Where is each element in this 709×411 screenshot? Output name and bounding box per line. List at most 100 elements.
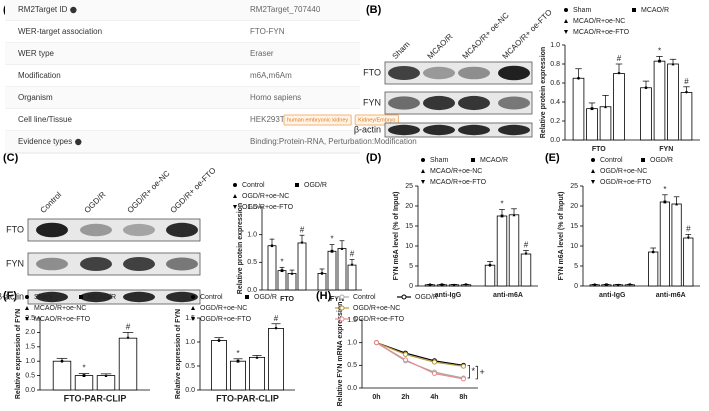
legend-marker xyxy=(564,19,568,23)
blot-band xyxy=(498,96,530,110)
panel-label: (H) xyxy=(316,290,332,302)
bar-marker xyxy=(290,272,294,275)
bar-marker xyxy=(593,283,597,287)
table-value: Eraser xyxy=(250,49,274,58)
y-tick-label: 0 xyxy=(409,283,413,290)
x-tick-label: anti-IgG xyxy=(599,292,626,299)
table-label: Organism xyxy=(18,93,53,102)
panel-label: (F) xyxy=(3,290,17,302)
table-row-bg xyxy=(5,65,360,87)
y-tick-label: 1.0 xyxy=(550,42,560,49)
legend-label: MCAO/R+oe-FTO xyxy=(430,179,487,186)
y-tick-label: 0.0 xyxy=(550,137,560,144)
tag-text: human embryonic kidney xyxy=(287,117,348,123)
significance: # xyxy=(300,225,305,234)
bar xyxy=(586,108,598,141)
significance: # xyxy=(617,54,622,63)
point xyxy=(432,359,437,365)
blot-band xyxy=(80,291,112,303)
y-tick-label: 0.0 xyxy=(185,387,195,394)
point xyxy=(403,357,408,363)
bar xyxy=(277,270,287,291)
bar xyxy=(347,264,357,291)
bar-marker xyxy=(604,105,607,109)
x-tick-label: 2h xyxy=(401,394,409,401)
legend-marker xyxy=(339,294,345,300)
x-tick-label: 4h xyxy=(430,394,438,401)
line xyxy=(376,342,464,366)
panel-label: (D) xyxy=(366,152,382,164)
significance: # xyxy=(274,314,279,323)
bar-marker xyxy=(270,244,274,248)
bar xyxy=(297,242,307,291)
bar xyxy=(613,73,625,141)
significance: + xyxy=(480,367,485,377)
bar-marker xyxy=(617,72,621,75)
significance: * xyxy=(280,257,283,266)
y-tick-label: 1.0 xyxy=(25,358,35,365)
bar xyxy=(640,87,652,141)
bar xyxy=(118,337,138,391)
tag: Kidney/Embryo xyxy=(354,114,399,126)
table-label: RM2Target ID xyxy=(18,5,68,14)
bar xyxy=(248,356,265,391)
legend-label: MCAO/R+oe-FTO xyxy=(34,316,91,323)
y-tick-label: 1.5 xyxy=(25,344,35,351)
bar-marker xyxy=(274,327,278,330)
y-tick-label: 0.4 xyxy=(550,99,560,106)
y-tick-label: 20 xyxy=(405,203,413,210)
y-tick-label: 0.0 xyxy=(247,287,257,294)
x-tick-label: FTO xyxy=(592,146,606,153)
bar-marker xyxy=(658,59,661,63)
x-tick-label: anti-m6A xyxy=(656,292,686,299)
x-tick-label: 8h xyxy=(459,394,467,401)
legend-marker xyxy=(233,205,237,209)
blot-band xyxy=(123,223,155,237)
significance: * xyxy=(236,349,239,358)
x-tick-label: anti-IgG xyxy=(435,292,462,299)
legend-label: OGD/R+oe-NC xyxy=(200,305,247,312)
blot-band xyxy=(36,291,68,303)
bar xyxy=(267,328,284,391)
significance: # xyxy=(126,323,131,332)
bar-marker xyxy=(605,283,608,287)
legend-marker xyxy=(191,295,195,299)
bar-marker xyxy=(651,250,655,254)
legend-marker xyxy=(471,158,475,162)
legend-marker xyxy=(421,169,425,173)
table-row-bg xyxy=(5,21,360,43)
y-tick-label: 2.0 xyxy=(25,329,35,336)
bar-marker xyxy=(671,62,675,66)
y-axis-label: Relative FYN mRNA expression xyxy=(337,302,344,407)
bar-marker xyxy=(500,214,504,218)
point xyxy=(374,340,379,346)
legend-label: Sham xyxy=(573,7,591,14)
legend-label: OGD/R xyxy=(650,157,673,164)
lane-label: OGD/R+ oe-FTO xyxy=(169,166,218,215)
bar-marker xyxy=(577,76,580,80)
bar-marker xyxy=(644,86,648,90)
legend-label: OGD/R+oe-FTO xyxy=(353,316,405,323)
blot-band xyxy=(123,291,155,303)
legend-marker xyxy=(245,295,249,299)
bar-marker xyxy=(686,236,690,240)
y-tick-label: 1.5 xyxy=(185,315,195,322)
bar xyxy=(520,253,532,287)
blot-band xyxy=(80,257,112,271)
lane-label: MCAO/R xyxy=(426,32,455,61)
table-value: HEK293T xyxy=(250,115,285,124)
bar-marker xyxy=(488,263,492,267)
blot-band xyxy=(388,96,420,110)
y-axis-label: Relative expression of FYN xyxy=(175,309,182,399)
bar xyxy=(229,360,246,391)
legend-marker xyxy=(233,194,237,198)
blot-row-label: FTO xyxy=(6,224,24,234)
blot-frame xyxy=(27,252,201,276)
y-tick-label: 0.2 xyxy=(550,118,560,125)
bar xyxy=(572,77,585,141)
significance: # xyxy=(686,225,691,234)
legend-label: MCAO/R xyxy=(641,7,669,14)
lane-label: OGD/R+ oe-NC xyxy=(126,169,172,215)
table-value: Homo sapiens xyxy=(250,93,301,102)
blot-band xyxy=(458,95,490,111)
